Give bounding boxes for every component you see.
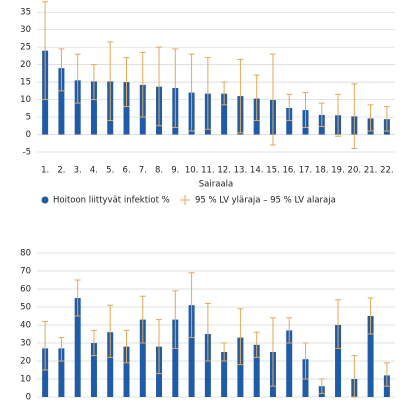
bar <box>139 319 146 397</box>
x-tick-label: 8. <box>155 166 163 176</box>
x-tick-label: 5. <box>106 166 114 176</box>
x-tick-label: 2. <box>57 166 65 176</box>
y-tick-label: 60 <box>20 285 31 295</box>
bar <box>42 348 49 397</box>
bar <box>172 319 179 397</box>
y-tick-label: 30 <box>20 339 31 349</box>
x-tick-label: 3. <box>74 166 82 176</box>
y-tick-label: 25 <box>20 43 31 53</box>
x-tick-label: 1. <box>41 166 49 176</box>
y-tick-label: 15 <box>20 78 31 88</box>
x-tick-label: 20. <box>348 166 362 176</box>
y-tick-label: 20 <box>20 357 31 367</box>
bar <box>90 343 97 397</box>
bar <box>74 80 81 135</box>
y-tick-label: 40 <box>20 321 31 331</box>
x-tick-label: 7. <box>139 166 147 176</box>
y-tick-label: 0 <box>26 130 31 140</box>
y-tick-label: 70 <box>20 267 31 277</box>
bar <box>90 81 97 135</box>
x-tick-label: 15. <box>266 166 280 176</box>
x-tick-label: 4. <box>90 166 98 176</box>
bar <box>286 107 293 135</box>
legend-label: Hoitoon liittyvät infektiot % <box>53 196 170 206</box>
x-tick-label: 14. <box>250 166 264 176</box>
y-tick-label: 30 <box>20 25 31 35</box>
legend-label: 95 % LV yläraja – 95 % LV alaraja <box>195 196 336 206</box>
x-tick-label: 22. <box>380 166 394 176</box>
y-tick-label: 5 <box>26 113 31 123</box>
bar <box>74 298 81 397</box>
bar <box>335 325 342 397</box>
x-axis-label: Sairaala <box>199 180 233 190</box>
x-tick-label: 6. <box>122 166 130 176</box>
bar <box>237 337 244 397</box>
x-tick-label: 16. <box>282 166 296 176</box>
y-tick-label: 0 <box>26 393 31 400</box>
x-tick-label: 21. <box>364 166 378 176</box>
x-tick-label: 9. <box>171 166 179 176</box>
y-tick-label: 10 <box>20 95 31 105</box>
y-tick-label: 35 <box>20 8 31 18</box>
bar <box>367 316 374 397</box>
bar <box>58 68 65 135</box>
x-tick-label: 19. <box>331 166 345 176</box>
bar <box>123 346 130 397</box>
bar <box>188 305 195 397</box>
bar <box>123 82 130 135</box>
x-tick-label: 11. <box>201 166 215 176</box>
x-tick-label: 18. <box>315 166 329 176</box>
x-tick-label: 12. <box>217 166 231 176</box>
bar <box>221 93 228 135</box>
x-tick-label: 13. <box>234 166 248 176</box>
y-tick-label: 50 <box>20 303 31 313</box>
y-tick-label: 80 <box>20 249 31 259</box>
legend-swatch <box>41 196 49 204</box>
bar <box>204 334 211 397</box>
bar <box>286 330 293 397</box>
x-tick-label: 17. <box>299 166 313 176</box>
bar <box>58 348 65 397</box>
bar <box>253 344 260 397</box>
x-tick-label: 10. <box>185 166 199 176</box>
bar <box>221 352 228 397</box>
y-tick-label: -5 <box>23 148 31 158</box>
bar <box>107 332 114 397</box>
y-tick-label: 20 <box>20 60 31 70</box>
y-tick-label: 10 <box>20 375 31 385</box>
